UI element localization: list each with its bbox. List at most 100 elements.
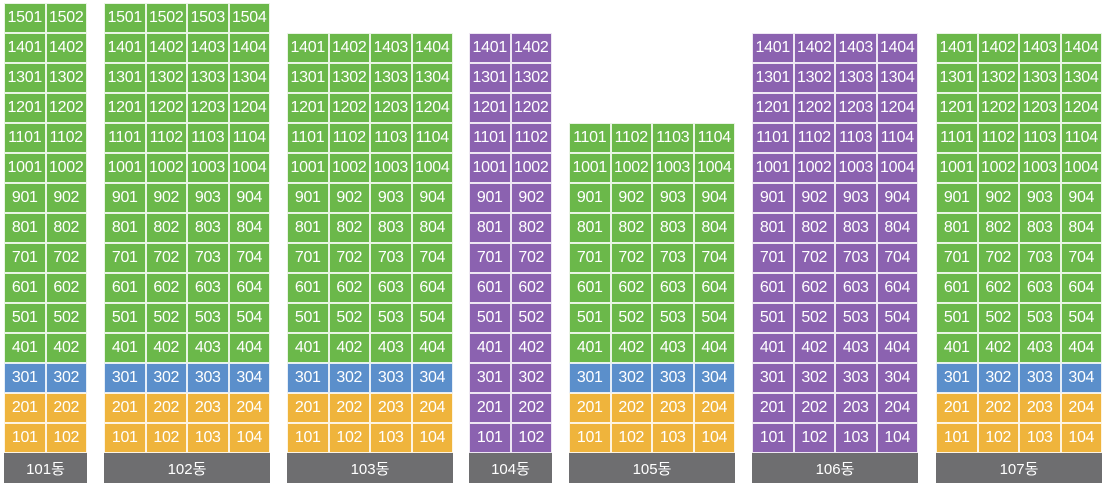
unit-cell: 702 (610, 243, 652, 273)
unit-cell: 1003 (370, 153, 412, 183)
unit-cell: 701 (936, 243, 978, 273)
unit-cell: 804 (876, 213, 918, 243)
unit-cell: 1402 (977, 33, 1019, 63)
unit-cell: 702 (145, 243, 187, 273)
unit-cell: 601 (104, 273, 146, 303)
unit-cell: 1204 (411, 93, 453, 123)
unit-cell: 1201 (4, 93, 46, 123)
unit-cell: 503 (187, 303, 229, 333)
unit-cell: 901 (287, 183, 329, 213)
unit-cell: 704 (1060, 243, 1102, 273)
unit-cell: 1101 (752, 123, 794, 153)
unit-cell: 1201 (287, 93, 329, 123)
unit-cell: 202 (145, 393, 187, 423)
unit-cell: 103 (652, 423, 694, 453)
unit-cell: 201 (104, 393, 146, 423)
unit-cell: 501 (752, 303, 794, 333)
unit-cell: 902 (328, 183, 370, 213)
unit-cell: 502 (977, 303, 1019, 333)
unit-cell: 702 (977, 243, 1019, 273)
unit-cell: 604 (411, 273, 453, 303)
unit-cell: 1201 (752, 93, 794, 123)
unit-cell: 801 (469, 213, 511, 243)
unit-cell: 602 (328, 273, 370, 303)
unit-cell: 902 (45, 183, 87, 213)
unit-cell: 104 (228, 423, 270, 453)
building-2: 101 102 103 104 201 202 203 204 301 302 303 304 401 4… (104, 0, 270, 483)
unit-cell: 304 (228, 363, 270, 393)
unit-cell: 302 (328, 363, 370, 393)
unit-cell: 904 (1060, 183, 1102, 213)
unit-cell: 1303 (187, 63, 229, 93)
unit-cell: 403 (835, 333, 877, 363)
unit-cell: 904 (693, 183, 735, 213)
unit-cell: 901 (469, 183, 511, 213)
unit-cell: 101 (287, 423, 329, 453)
unit-cell: 701 (752, 243, 794, 273)
unit-cell: 1201 (936, 93, 978, 123)
unit-cell: 101 (469, 423, 511, 453)
unit-cell: 502 (510, 303, 552, 333)
building-6: 101 102 103 104 201 202 203 204 301 302 303 304 401 4… (752, 0, 918, 483)
unit-cell: 1401 (752, 33, 794, 63)
unit-cell: 802 (328, 213, 370, 243)
unit-cell: 1104 (228, 123, 270, 153)
unit-cell: 1203 (187, 93, 229, 123)
unit-cell: 203 (835, 393, 877, 423)
unit-cell: 1202 (45, 93, 87, 123)
unit-cell: 1201 (469, 93, 511, 123)
unit-cell: 204 (876, 393, 918, 423)
unit-cell: 204 (693, 393, 735, 423)
unit-cell: 1201 (104, 93, 146, 123)
unit-cell: 1104 (1060, 123, 1102, 153)
unit-cell: 1503 (187, 3, 229, 33)
unit-cell: 601 (287, 273, 329, 303)
unit-cell: 903 (652, 183, 694, 213)
unit-cell: 703 (1019, 243, 1061, 273)
unit-cell: 904 (228, 183, 270, 213)
unit-cell: 1402 (145, 33, 187, 63)
unit-cell: 602 (45, 273, 87, 303)
unit-cell: 403 (370, 333, 412, 363)
unit-cell: 1202 (793, 93, 835, 123)
unit-cell: 802 (977, 213, 1019, 243)
unit-cell: 1302 (328, 63, 370, 93)
unit-cell: 1004 (693, 153, 735, 183)
unit-cell: 1202 (510, 93, 552, 123)
unit-cell: 803 (370, 213, 412, 243)
unit-cell: 203 (187, 393, 229, 423)
unit-cell: 201 (469, 393, 511, 423)
unit-cell: 501 (936, 303, 978, 333)
unit-cell: 1103 (187, 123, 229, 153)
unit-cell: 702 (510, 243, 552, 273)
unit-cell: 104 (1060, 423, 1102, 453)
unit-cell: 1001 (104, 153, 146, 183)
unit-cell: 903 (370, 183, 412, 213)
unit-cell: 1102 (977, 123, 1019, 153)
unit-cell: 803 (652, 213, 694, 243)
unit-cell: 602 (610, 273, 652, 303)
unit-cell: 1101 (104, 123, 146, 153)
unit-cell: 1102 (45, 123, 87, 153)
unit-cell: 1001 (936, 153, 978, 183)
unit-cell: 301 (469, 363, 511, 393)
unit-cell: 1104 (411, 123, 453, 153)
unit-cell: 1002 (45, 153, 87, 183)
unit-cell: 702 (328, 243, 370, 273)
unit-cell: 204 (228, 393, 270, 423)
unit-cell: 804 (693, 213, 735, 243)
unit-cell: 603 (1019, 273, 1061, 303)
unit-cell: 1104 (693, 123, 735, 153)
unit-cell: 1101 (469, 123, 511, 153)
unit-cell: 1101 (936, 123, 978, 153)
unit-cell: 303 (652, 363, 694, 393)
unit-cell: 1404 (1060, 33, 1102, 63)
unit-cell: 1001 (4, 153, 46, 183)
unit-cell: 902 (977, 183, 1019, 213)
unit-cell: 302 (510, 363, 552, 393)
unit-cell: 1002 (977, 153, 1019, 183)
unit-cell: 1104 (876, 123, 918, 153)
unit-cell: 303 (370, 363, 412, 393)
unit-cell: 802 (510, 213, 552, 243)
unit-cell: 1302 (977, 63, 1019, 93)
